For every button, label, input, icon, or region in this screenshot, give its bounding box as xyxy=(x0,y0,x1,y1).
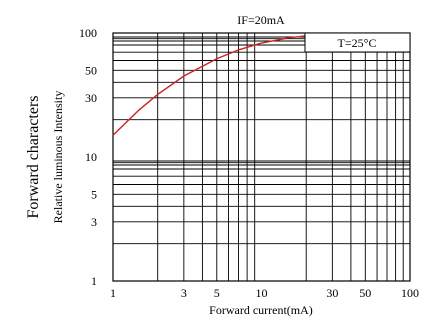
chart-title: IF=20mA xyxy=(237,13,285,27)
y-tick-label: 50 xyxy=(85,63,97,77)
y-tick-label: 5 xyxy=(91,187,97,201)
x-tick-label: 50 xyxy=(359,286,371,300)
x-tick-label: 30 xyxy=(326,286,338,300)
x-tick-label: 3 xyxy=(181,286,187,300)
y-tick-label: 100 xyxy=(79,26,97,40)
x-tick-label: 1 xyxy=(110,286,116,300)
x-axis-label: Forward current(mA) xyxy=(209,303,313,317)
y-tick-label: 1 xyxy=(91,274,97,288)
x-tick-label: 5 xyxy=(214,286,220,300)
x-tick-label: 10 xyxy=(256,286,268,300)
y-tick-label: 3 xyxy=(91,215,97,229)
y-axis-sublabel: Relative luminous Intensity xyxy=(51,91,65,224)
x-tick-label: 100 xyxy=(401,286,419,300)
y-tick-label: 10 xyxy=(85,150,97,164)
y-tick-label: 30 xyxy=(85,91,97,105)
grid xyxy=(113,33,410,281)
y-tick-labels: 1 3 5 10 30 50 100 xyxy=(79,26,97,288)
plot-frame xyxy=(112,32,411,282)
x-tick-labels: 1 3 5 10 30 50 100 xyxy=(110,286,419,300)
y-axis-label: Forward characters xyxy=(25,95,42,218)
annotation-box xyxy=(304,32,411,53)
annotation-label: T=25°C xyxy=(338,36,377,50)
series-curve xyxy=(112,35,307,136)
